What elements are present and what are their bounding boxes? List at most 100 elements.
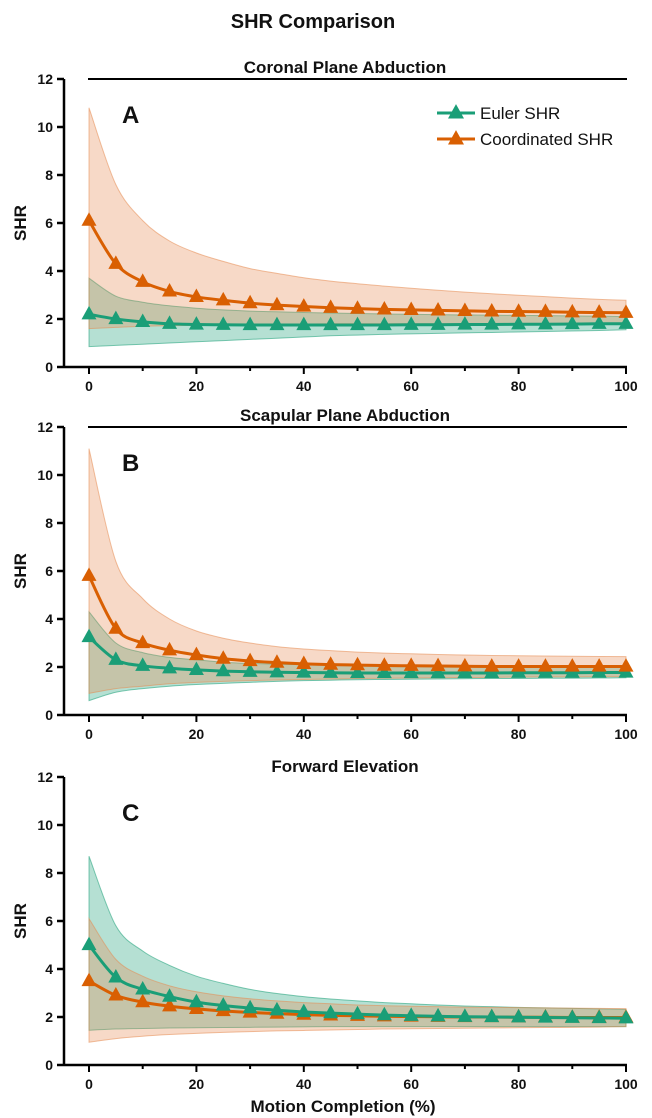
data-point-coordinated [376,301,392,315]
data-point-euler [484,316,500,330]
data-point-coordinated [618,304,634,318]
data-point-coordinated [591,304,607,318]
legend-swatch-marker [448,130,464,145]
data-point-euler [242,999,258,1014]
data-point-euler [511,1008,527,1023]
data-point-euler [296,664,312,678]
data-point-coordinated [215,650,231,664]
data-point-euler [296,1003,312,1018]
data-point-euler [591,315,607,329]
panel-label: B [122,450,139,477]
data-point-euler [269,1001,285,1016]
data-point-euler [323,664,339,678]
data-point-coordinated [108,255,124,269]
data-point-coordinated [403,301,419,316]
data-point-euler [215,316,231,330]
x-tick-label: 20 [189,378,205,394]
y-tick-label: 12 [37,769,53,785]
y-tick-label: 6 [45,563,53,579]
data-point-coordinated [162,641,178,656]
data-point-euler [350,316,365,331]
data-point-euler [430,1007,446,1022]
y-tick-label: 0 [45,359,53,375]
data-point-euler [108,651,124,665]
panel-title: Coronal Plane Abduction [244,58,446,77]
x-tick-label: 40 [296,726,312,742]
data-point-coordinated [296,298,312,312]
data-point-euler [618,315,634,329]
legend-entry: Euler SHR [480,104,560,123]
data-point-coordinated [81,212,97,226]
data-point-coordinated [323,656,339,670]
data-point-coordinated [108,987,124,1001]
data-point-euler [162,659,178,674]
data-point-euler [81,305,97,320]
y-tick-label: 4 [45,961,53,977]
data-point-coordinated [135,993,151,1008]
x-tick-label: 20 [189,1076,205,1092]
data-point-euler [269,663,285,678]
data-point-euler [162,988,178,1002]
data-point-euler [511,315,527,330]
x-tick-label: 60 [403,726,419,742]
data-point-euler [430,664,446,679]
y-axis-label: SHR [11,903,30,939]
y-tick-label: 10 [37,467,53,483]
data-point-coordinated [511,303,527,317]
data-point-coordinated [376,657,392,671]
data-point-coordinated [537,303,553,317]
data-point-coordinated [135,634,151,649]
data-point-euler [564,1009,580,1023]
data-point-coordinated [564,658,580,672]
data-point-coordinated [269,654,285,668]
data-point-euler [215,662,231,677]
data-point-coordinated [81,567,97,581]
y-tick-label: 10 [37,119,53,135]
x-tick-label: 80 [511,726,527,742]
data-point-coordinated [457,657,473,672]
data-point-euler [108,969,124,983]
data-point-coordinated [618,658,634,672]
y-tick-label: 2 [45,659,53,675]
y-tick-label: 10 [37,817,53,833]
panel-label: C [122,800,139,827]
chart-panel-a: Coronal Plane Abduction 0 2 4 6 8 10 12 0 20 40 60 8… [11,58,638,394]
x-tick-label: 0 [85,726,93,742]
data-point-euler [296,316,312,331]
figure-title: SHR Comparison [231,11,395,33]
data-point-euler [188,316,204,330]
y-tick-label: 6 [45,913,53,929]
y-tick-label: 2 [45,1009,53,1025]
data-point-euler [81,628,97,643]
x-tick-label: 0 [85,378,93,394]
x-tick-label: 0 [85,1076,93,1092]
data-point-coordinated [242,294,258,309]
x-tick-label: 20 [189,726,205,742]
x-tick-label: 100 [614,726,638,742]
data-point-euler [135,313,151,328]
data-point-euler [242,663,258,677]
data-point-coordinated [108,620,124,634]
x-axis-label: Motion Completion (%) [250,1097,435,1116]
y-tick-label: 12 [37,71,53,87]
data-point-euler [537,1009,553,1023]
data-point-euler [188,993,204,1008]
data-point-euler [108,310,124,325]
data-point-euler [430,316,446,330]
confidence-band-euler [88,610,627,702]
y-tick-label: 6 [45,215,53,231]
data-point-euler [564,315,580,330]
y-tick-label: 12 [37,419,53,435]
data-point-euler [403,664,419,679]
data-point-coordinated [162,997,178,1012]
data-point-euler [162,315,178,329]
data-point-coordinated [430,301,446,316]
panel-title: Scapular Plane Abduction [240,406,450,425]
y-tick-label: 8 [45,167,53,183]
data-point-coordinated [135,273,151,287]
x-tick-label: 80 [511,378,527,394]
data-point-euler [350,664,365,679]
data-point-euler [376,1006,392,1021]
y-tick-label: 0 [45,1057,53,1073]
